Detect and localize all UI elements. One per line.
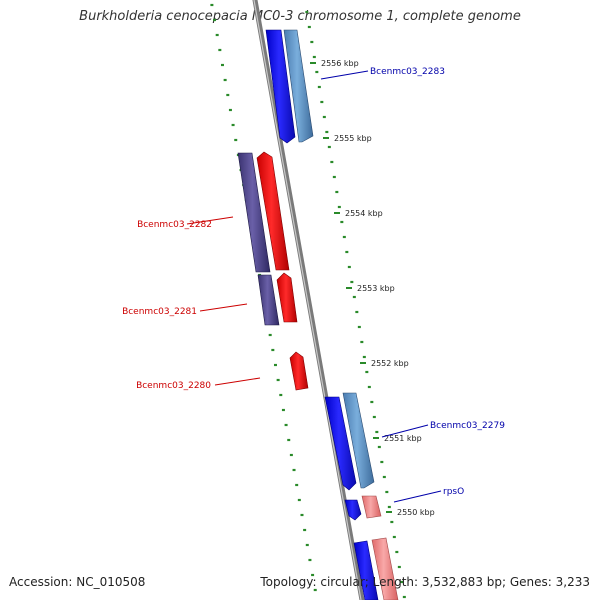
kbp-tick-label: 2550 kbp [397,508,435,517]
gene-bar-bcenmc03-2283[interactable] [283,29,314,143]
reverse-strand-features [237,151,309,391]
kbp-tick-label: 2555 kbp [334,134,372,143]
chromosome-backbone [252,0,365,600]
cds-arrow-bcenmc03-2282[interactable] [256,151,290,271]
gene-leader-line [381,424,429,438]
cds-arrow-bcenmc03-2280[interactable] [289,351,309,391]
gene-label-bcenmc03-2283[interactable]: Bcenmc03_2283 [370,67,445,77]
gene-leader-line [199,303,248,312]
gene-leader-line [320,70,369,80]
gene-labels: Bcenmc03_2283 Bcenmc03_2282 Bcenmc03_2281 B… [122,67,505,503]
cds-arrow-bcenmc03-2283[interactable] [265,29,296,144]
gene-label-bcenmc03-2282[interactable]: Bcenmc03_2282 [137,220,212,230]
kbp-tick-label: 2556 kbp [321,59,359,68]
gene-label-bcenmc03-2279[interactable]: Bcenmc03_2279 [430,421,505,431]
gc-content-dotted-line-right [305,10,406,599]
gene-label-bcenmc03-2281[interactable]: Bcenmc03_2281 [122,307,197,317]
gene-bar-next-light[interactable] [371,537,399,600]
cds-arrow-bcenmc03-2279[interactable] [324,396,357,491]
forward-strand-features [265,29,399,600]
gene-leader-line [393,490,442,503]
kbp-scale: 2556 kbp 2555 kbp 2554 kbp 2553 kbp 2552 kbp… [310,59,435,517]
gene-label-bcenmc03-2280[interactable]: Bcenmc03_2280 [136,381,211,391]
kbp-tick-label: 2551 kbp [384,434,422,443]
gene-bar-bcenmc03-2281[interactable] [257,274,280,326]
kbp-tick-label: 2554 kbp [345,209,383,218]
gene-leader-line [186,216,234,225]
gene-bar-bcenmc03-2279[interactable] [342,392,375,489]
gene-leader-line [214,377,261,386]
chromosome-backbone-highlight [253,0,362,600]
gene-bar-bcenmc03-2282[interactable] [237,152,271,273]
kbp-tick-label: 2553 kbp [357,284,395,293]
map-title: Burkholderia cenocepacia MC0-3 chromosom… [79,9,521,24]
topology-summary-text: Topology: circular; Length: 3,532,883 bp… [260,575,590,589]
cds-arrow-bcenmc03-2281[interactable] [276,272,298,323]
kbp-tick-label: 2552 kbp [371,359,409,368]
cds-arrow-next[interactable] [353,540,379,600]
cds-arrow-rpso[interactable] [344,499,362,521]
accession-text: Accession: NC_010508 [9,575,146,589]
gene-bar-rpso[interactable] [361,495,382,519]
gene-label-rpso[interactable]: rpsO [443,487,464,497]
